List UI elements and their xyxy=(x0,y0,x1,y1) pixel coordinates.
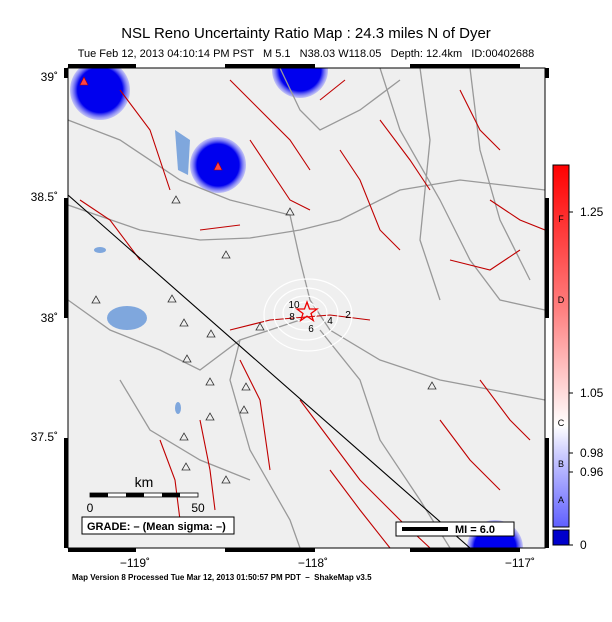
contour-label: 6 xyxy=(308,324,314,335)
footer: Map Version 8 Processed Tue Mar 12, 2013… xyxy=(72,573,372,582)
grade-letter: D xyxy=(558,295,565,305)
scale-start: 0 xyxy=(87,501,94,515)
contour-label: 10 xyxy=(288,300,300,311)
lat-label: 37.5˚ xyxy=(31,430,58,444)
lat-label: 38.5˚ xyxy=(31,190,58,204)
subtitle: Tue Feb 12, 2013 04:10:14 PM PST M 5.1 N… xyxy=(78,48,535,60)
lon-label: −119˚ xyxy=(120,556,150,570)
scale-end: 50 xyxy=(191,501,205,515)
lat-label: 38˚ xyxy=(41,311,58,325)
colorbar-tick: 0 xyxy=(580,538,587,552)
colorbar: F D C B A 1.25 1.05 0.98 0.96 0 xyxy=(552,164,604,552)
legend: MI = 6.0 xyxy=(455,524,495,536)
scale-unit: km xyxy=(135,474,154,490)
grade-letter: F xyxy=(558,214,564,224)
colorbar-tick: 0.96 xyxy=(580,465,604,479)
colorbar-tick: 1.25 xyxy=(580,205,604,219)
colorbar-tick: 1.05 xyxy=(580,386,604,400)
title: NSL Reno Uncertainty Ratio Map : 24.3 mi… xyxy=(121,25,491,42)
contour-label: 4 xyxy=(327,316,333,327)
grade-letter: C xyxy=(558,418,565,428)
colorbar-tick: 0.98 xyxy=(580,446,604,460)
lon-label: −118˚ xyxy=(298,556,328,570)
lon-label: −117˚ xyxy=(505,556,535,570)
grade-letter: B xyxy=(558,459,564,469)
grade: GRADE: – (Mean sigma: –) xyxy=(87,521,226,533)
contour-label: 2 xyxy=(345,310,351,321)
map: 10 8 6 4 2 km 0 50 GRADE: – (Mean sigma:… xyxy=(68,68,545,548)
contour-label: 8 xyxy=(289,312,295,323)
grade-letter: A xyxy=(558,495,564,505)
lat-label: 39˚ xyxy=(41,70,58,84)
